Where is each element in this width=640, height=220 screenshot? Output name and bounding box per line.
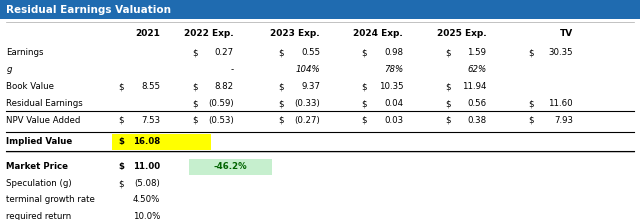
Text: 2021: 2021 (135, 29, 160, 38)
Text: Market Price: Market Price (6, 162, 68, 171)
Text: (5.08): (5.08) (134, 179, 160, 188)
Text: (0.53): (0.53) (208, 116, 234, 125)
Text: $: $ (278, 116, 284, 125)
Text: $: $ (362, 99, 367, 108)
Text: -: - (230, 65, 234, 74)
Text: terminal growth rate: terminal growth rate (6, 195, 95, 204)
Text: Residual Earnings Valuation: Residual Earnings Valuation (6, 4, 172, 15)
Text: $: $ (362, 82, 367, 91)
Text: 11.94: 11.94 (462, 82, 486, 91)
Text: $: $ (118, 116, 124, 125)
Text: g: g (6, 65, 12, 74)
FancyBboxPatch shape (0, 0, 640, 19)
Text: Implied Value: Implied Value (6, 137, 73, 146)
Text: $: $ (118, 82, 124, 91)
Text: 30.35: 30.35 (548, 48, 573, 57)
Text: 78%: 78% (384, 65, 403, 74)
Text: Speculation (g): Speculation (g) (6, 179, 72, 188)
Text: $: $ (118, 179, 124, 188)
Text: $: $ (192, 82, 198, 91)
Text: Earnings: Earnings (6, 48, 44, 57)
Text: $: $ (118, 162, 124, 171)
Text: 8.55: 8.55 (141, 82, 160, 91)
Text: 2025 Exp.: 2025 Exp. (436, 29, 486, 38)
Text: required return: required return (6, 212, 72, 220)
Text: TV: TV (559, 29, 573, 38)
Text: $: $ (192, 99, 198, 108)
Text: (0.33): (0.33) (294, 99, 320, 108)
Text: 62%: 62% (467, 65, 486, 74)
FancyBboxPatch shape (112, 134, 211, 150)
Text: $: $ (528, 48, 534, 57)
Text: 4.50%: 4.50% (132, 195, 160, 204)
Text: $: $ (445, 82, 451, 91)
Text: 10.35: 10.35 (379, 82, 403, 91)
Text: 11.00: 11.00 (133, 162, 160, 171)
Text: $: $ (192, 116, 198, 125)
Text: 7.53: 7.53 (141, 116, 160, 125)
Text: NPV Value Added: NPV Value Added (6, 116, 81, 125)
Text: 2022 Exp.: 2022 Exp. (184, 29, 234, 38)
Text: $: $ (445, 99, 451, 108)
Text: Residual Earnings: Residual Earnings (6, 99, 83, 108)
Text: 0.38: 0.38 (467, 116, 486, 125)
Text: 104%: 104% (295, 65, 320, 74)
Text: $: $ (528, 99, 534, 108)
Text: $: $ (528, 116, 534, 125)
Text: 16.08: 16.08 (132, 137, 160, 146)
Text: 10.0%: 10.0% (132, 212, 160, 220)
Text: 0.55: 0.55 (301, 48, 320, 57)
Text: 8.82: 8.82 (214, 82, 234, 91)
Text: $: $ (192, 48, 198, 57)
Text: (0.27): (0.27) (294, 116, 320, 125)
Text: 2024 Exp.: 2024 Exp. (353, 29, 403, 38)
Text: 0.04: 0.04 (384, 99, 403, 108)
Text: $: $ (445, 48, 451, 57)
Text: 0.27: 0.27 (214, 48, 234, 57)
Text: $: $ (118, 137, 124, 146)
Text: 1.59: 1.59 (467, 48, 486, 57)
Text: $: $ (362, 48, 367, 57)
Text: $: $ (278, 99, 284, 108)
Text: (0.59): (0.59) (208, 99, 234, 108)
Text: 11.60: 11.60 (548, 99, 573, 108)
Text: 2023 Exp.: 2023 Exp. (270, 29, 320, 38)
Text: -46.2%: -46.2% (214, 162, 247, 171)
Text: 0.56: 0.56 (467, 99, 486, 108)
FancyBboxPatch shape (189, 159, 272, 175)
Text: $: $ (445, 116, 451, 125)
Text: Book Value: Book Value (6, 82, 54, 91)
Text: 0.98: 0.98 (384, 48, 403, 57)
Text: 0.03: 0.03 (384, 116, 403, 125)
Text: $: $ (278, 82, 284, 91)
Text: $: $ (278, 48, 284, 57)
Text: $: $ (362, 116, 367, 125)
Text: 7.93: 7.93 (554, 116, 573, 125)
Text: 9.37: 9.37 (301, 82, 320, 91)
